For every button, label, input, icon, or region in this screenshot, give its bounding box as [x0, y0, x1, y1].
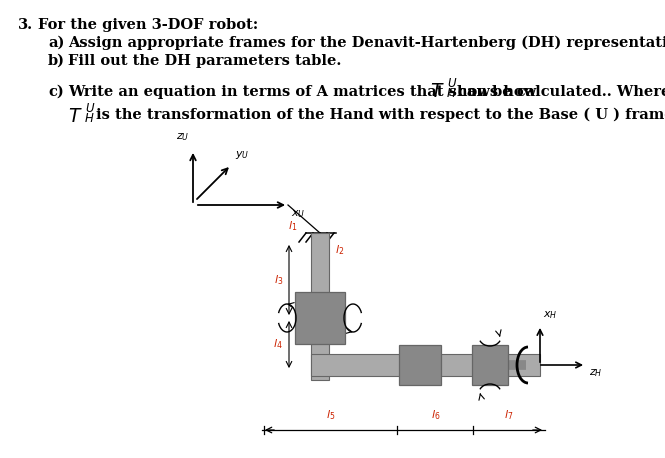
Bar: [311, 354, 540, 376]
Text: $\mathit{U}$: $\mathit{U}$: [447, 77, 458, 90]
Text: Assign appropriate frames for the Denavit-Hartenberg (DH) representation.: Assign appropriate frames for the Denavi…: [68, 36, 665, 50]
Text: can be calculated.. Where: can be calculated.. Where: [458, 85, 665, 99]
Text: c): c): [48, 85, 64, 99]
Text: $\mathit{H}$: $\mathit{H}$: [84, 112, 94, 125]
Text: Write an equation in terms of A matrices that shows how: Write an equation in terms of A matrices…: [68, 85, 536, 99]
Text: a): a): [48, 36, 65, 50]
Text: is the transformation of the Hand with respect to the Base ( U ) frame of refere: is the transformation of the Hand with r…: [96, 108, 665, 122]
Text: b): b): [48, 54, 65, 68]
Text: Fill out the DH parameters table.: Fill out the DH parameters table.: [68, 54, 341, 68]
Text: $y_U$: $y_U$: [235, 149, 249, 161]
Text: $l_2$: $l_2$: [335, 243, 344, 257]
Text: $z_U$: $z_U$: [176, 131, 189, 143]
Text: $l_6$: $l_6$: [431, 408, 440, 422]
Bar: [472, 345, 508, 385]
Text: $l_7$: $l_7$: [504, 408, 513, 422]
Text: $x_H$: $x_H$: [543, 309, 557, 321]
Text: 3.: 3.: [18, 18, 33, 32]
Text: $\mathit{T}$: $\mathit{T}$: [430, 83, 445, 101]
Text: For the given 3-DOF robot:: For the given 3-DOF robot:: [38, 18, 258, 32]
Text: $\mathit{T}$: $\mathit{T}$: [68, 108, 82, 126]
Bar: [311, 233, 329, 380]
Text: $x_U$: $x_U$: [291, 208, 305, 220]
Text: $z_H$: $z_H$: [589, 367, 602, 379]
Text: $l_5$: $l_5$: [326, 408, 335, 422]
Text: $l_1$: $l_1$: [289, 219, 298, 233]
Text: $\mathit{H}$: $\mathit{H}$: [446, 87, 456, 100]
Bar: [399, 345, 441, 385]
Text: $l_3$: $l_3$: [274, 273, 283, 287]
Text: $\mathit{U}$: $\mathit{U}$: [85, 102, 95, 115]
Text: $l_4$: $l_4$: [273, 338, 283, 351]
Bar: [295, 292, 345, 344]
